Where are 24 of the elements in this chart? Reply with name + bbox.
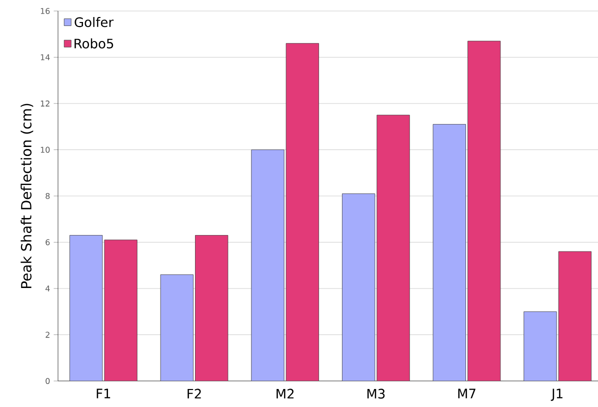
legend-label: Golfer xyxy=(74,17,114,28)
bar xyxy=(558,251,592,381)
x-tick-label: J1 xyxy=(550,388,562,401)
y-tick-label: 14 xyxy=(40,54,50,60)
y-tick-label: 4 xyxy=(46,286,50,292)
y-tick-label: 12 xyxy=(40,100,50,106)
y-axis-title: Peak Shaft Deflection (cm) xyxy=(20,104,34,288)
y-tick-label: 2 xyxy=(46,332,50,338)
legend-label: Robo5 xyxy=(74,38,114,48)
bar xyxy=(286,43,319,381)
y-tick-label: 0 xyxy=(46,378,50,384)
bar xyxy=(195,235,228,381)
y-tick-label: 6 xyxy=(46,239,50,246)
x-tick-label: M2 xyxy=(276,388,294,398)
bar xyxy=(104,240,138,381)
x-tick-label: F2 xyxy=(188,388,201,398)
x-tick-label: M7 xyxy=(458,388,476,398)
x-tick-label: F1 xyxy=(96,388,110,398)
x-tick-label: M3 xyxy=(367,388,385,399)
y-tick-label: 8 xyxy=(46,192,50,200)
y-tick-label: 10 xyxy=(40,146,50,153)
bar xyxy=(468,40,501,381)
y-tick-label: 16 xyxy=(40,8,50,14)
bar xyxy=(376,114,410,381)
